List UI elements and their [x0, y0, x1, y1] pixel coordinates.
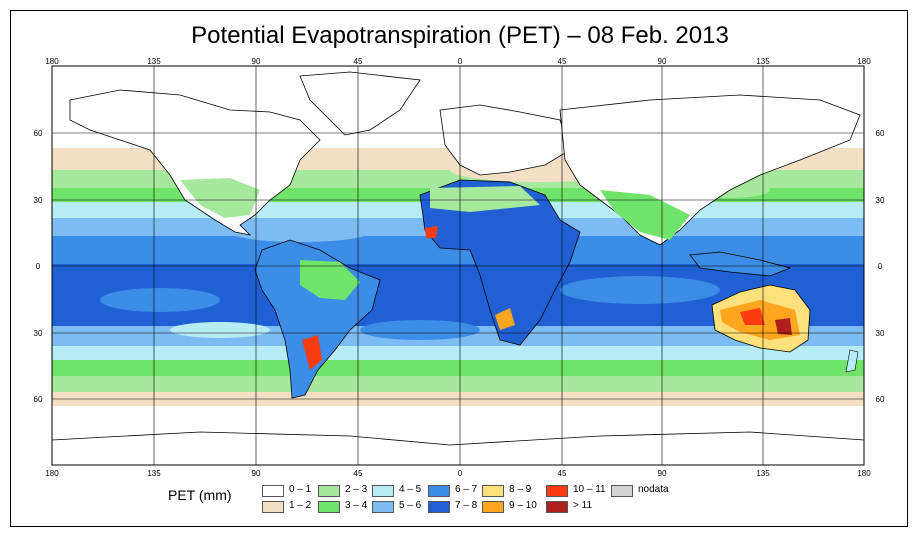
australia-extreme: [775, 318, 792, 335]
legend-label: 0 – 1: [289, 484, 312, 495]
lon-tick: 180: [857, 57, 871, 66]
legend-swatch: [262, 501, 284, 513]
legend-swatch: [482, 501, 504, 513]
legend-label: 5 – 6: [399, 500, 422, 511]
figure-frame: [10, 10, 908, 527]
lat-ticks-right: 60 30 0 30 60: [876, 129, 885, 404]
new-zealand: [845, 349, 859, 373]
lon-tick: 0: [458, 57, 463, 66]
lon-ticks-top: 180 135 90 45 0 45 90 135 180: [45, 57, 871, 66]
lon-tick: 45: [354, 469, 363, 478]
lat-tick: 60: [876, 129, 885, 138]
legend-swatch: [428, 485, 450, 497]
map-title: Potential Evapotranspiration (PET) – 08 …: [191, 22, 729, 49]
pet-patch: [230, 222, 370, 242]
lon-tick: 90: [252, 469, 261, 478]
lat-tick: 60: [876, 395, 885, 404]
lat-ticks-left: 60 30 0 30 60: [34, 129, 43, 404]
sahara-pet: [430, 186, 540, 212]
lon-tick: 45: [354, 57, 363, 66]
legend-swatch: [482, 485, 504, 497]
legend-title: PET (mm): [168, 487, 232, 503]
australia-very-hot: [740, 308, 765, 325]
legend-label: 10 – 11: [573, 484, 606, 495]
pet-patch: [170, 322, 270, 338]
north-america-south-pet: [180, 178, 260, 218]
lon-tick: 135: [756, 469, 770, 478]
pet-band-2-3-south: [52, 376, 864, 392]
lat-tick: 30: [876, 196, 885, 205]
lon-tick: 45: [558, 57, 567, 66]
map-border: [51, 65, 865, 466]
pet-patch: [100, 288, 220, 312]
lat-tick: 30: [34, 196, 43, 205]
legend-label: 4 – 5: [399, 484, 422, 495]
lon-tick: 45: [558, 469, 567, 478]
lat-tick: 30: [34, 329, 43, 338]
south-america-amazon-pet: [300, 260, 360, 300]
south-asia-pet: [600, 190, 690, 240]
legend-swatch: [318, 501, 340, 513]
legend-swatch: [428, 501, 450, 513]
pet-patch: [560, 276, 720, 304]
lon-tick: 135: [147, 57, 161, 66]
lon-tick: 135: [756, 57, 770, 66]
legend-swatch: [372, 501, 394, 513]
legend-swatch: [611, 485, 633, 497]
greenland: [299, 71, 421, 136]
lat-tick: 0: [36, 262, 41, 271]
lon-tick: 90: [658, 469, 667, 478]
pet-band-3-4-south: [52, 360, 864, 376]
legend-label: 7 – 8: [455, 500, 478, 511]
legend-label: 3 – 4: [345, 500, 368, 511]
patagonia-hot: [302, 335, 322, 370]
lat-tick: 60: [34, 395, 43, 404]
lat-tick: 30: [876, 329, 885, 338]
legend-label: 6 – 7: [455, 484, 478, 495]
legend-swatch: [372, 485, 394, 497]
lat-tick: 60: [34, 129, 43, 138]
lon-tick: 135: [147, 469, 161, 478]
europe: [439, 104, 571, 176]
lon-tick: 90: [658, 57, 667, 66]
legend-swatch: [318, 485, 340, 497]
north-america: [69, 89, 321, 236]
legend-swatch: [546, 501, 568, 513]
legend-label: 9 – 10: [509, 500, 537, 511]
lat-tick: 0: [878, 262, 883, 271]
lon-tick: 90: [252, 57, 261, 66]
lon-tick: 180: [45, 469, 59, 478]
antarctica: [52, 431, 864, 465]
legend-swatch: [262, 485, 284, 497]
legend-label: 2 – 3: [345, 484, 368, 495]
legend-label: 1 – 2: [289, 500, 312, 511]
legend-label: 8 – 9: [509, 484, 532, 495]
west-africa-hot: [425, 226, 438, 238]
pet-band-4-5-south: [52, 346, 864, 360]
lon-tick: 180: [45, 57, 59, 66]
lon-tick: 180: [857, 469, 871, 478]
lon-tick: 0: [458, 469, 463, 478]
legend-label: nodata: [638, 484, 669, 495]
legend-label: > 11: [573, 500, 592, 511]
graticule: [52, 66, 864, 465]
pet-patch: [360, 320, 480, 340]
maritime-continent: [689, 251, 792, 277]
lon-ticks-bottom: 180 135 90 45 0 45 90 135 180: [45, 469, 871, 478]
africa-south-hot: [495, 308, 515, 330]
legend-swatch: [546, 485, 568, 497]
